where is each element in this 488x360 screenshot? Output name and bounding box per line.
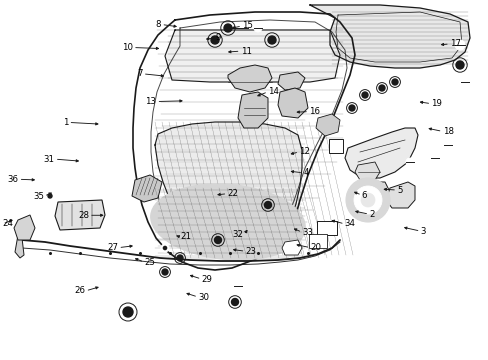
Circle shape [234, 282, 242, 290]
FancyBboxPatch shape [328, 139, 342, 153]
Polygon shape [315, 114, 339, 136]
Text: 13: 13 [145, 97, 156, 106]
Circle shape [378, 85, 384, 91]
Circle shape [253, 24, 262, 32]
Text: 23: 23 [245, 247, 256, 256]
Polygon shape [354, 182, 389, 210]
Text: 8: 8 [156, 20, 161, 29]
FancyBboxPatch shape [316, 221, 336, 235]
Text: 15: 15 [242, 21, 252, 30]
Text: 9: 9 [215, 33, 220, 42]
Text: 4: 4 [303, 168, 308, 177]
Circle shape [163, 246, 166, 249]
Circle shape [443, 141, 451, 149]
Polygon shape [354, 162, 379, 180]
Polygon shape [345, 128, 417, 178]
Circle shape [391, 79, 397, 85]
Circle shape [123, 307, 133, 317]
Circle shape [161, 244, 169, 252]
Circle shape [360, 193, 374, 207]
Polygon shape [164, 30, 339, 82]
Text: 18: 18 [442, 127, 452, 136]
Text: 33: 33 [302, 228, 312, 237]
Polygon shape [155, 122, 302, 252]
Polygon shape [278, 88, 307, 118]
Text: 24: 24 [2, 219, 13, 228]
Circle shape [264, 202, 271, 208]
Circle shape [48, 194, 52, 198]
Polygon shape [15, 235, 24, 258]
Text: 35: 35 [33, 192, 44, 201]
Text: 12: 12 [299, 148, 309, 156]
Ellipse shape [150, 184, 305, 260]
Polygon shape [278, 72, 305, 90]
Polygon shape [132, 175, 162, 202]
Circle shape [210, 36, 219, 44]
Text: 22: 22 [227, 189, 238, 198]
Text: 19: 19 [430, 99, 441, 108]
FancyBboxPatch shape [308, 234, 326, 248]
Polygon shape [238, 92, 267, 128]
Text: 2: 2 [368, 210, 374, 219]
Circle shape [353, 186, 381, 214]
Circle shape [455, 61, 463, 69]
Text: 30: 30 [198, 292, 208, 302]
Text: 34: 34 [344, 219, 355, 228]
Polygon shape [282, 240, 302, 255]
Text: 14: 14 [267, 87, 278, 96]
Circle shape [430, 154, 438, 162]
Text: 36: 36 [8, 175, 19, 184]
Polygon shape [227, 65, 271, 92]
Circle shape [214, 237, 221, 243]
Circle shape [267, 36, 275, 44]
Circle shape [224, 24, 231, 32]
Circle shape [454, 40, 464, 50]
Text: 20: 20 [310, 243, 321, 252]
Text: 3: 3 [420, 227, 425, 236]
Text: 16: 16 [308, 107, 319, 116]
Circle shape [162, 269, 168, 275]
Text: 21: 21 [180, 233, 190, 241]
Polygon shape [309, 5, 469, 68]
Text: 6: 6 [361, 191, 366, 199]
Circle shape [405, 158, 413, 166]
Text: 1: 1 [63, 118, 68, 127]
Circle shape [460, 78, 468, 86]
Text: 25: 25 [144, 258, 155, 266]
Text: 31: 31 [44, 154, 55, 163]
Text: 32: 32 [232, 230, 243, 239]
Polygon shape [55, 200, 105, 230]
Text: 10: 10 [122, 43, 133, 52]
Text: 5: 5 [396, 186, 402, 194]
Text: 11: 11 [240, 46, 251, 55]
Text: 28: 28 [78, 211, 89, 220]
Text: 7: 7 [137, 69, 142, 78]
Text: 26: 26 [75, 287, 85, 295]
Circle shape [346, 178, 389, 222]
Circle shape [45, 191, 55, 201]
Polygon shape [385, 182, 414, 208]
Circle shape [177, 255, 183, 261]
Circle shape [348, 105, 354, 111]
Text: 27: 27 [107, 243, 118, 252]
Polygon shape [14, 215, 35, 240]
Text: 29: 29 [201, 274, 212, 284]
Text: 17: 17 [449, 40, 460, 49]
Circle shape [361, 92, 367, 98]
Circle shape [231, 298, 238, 306]
